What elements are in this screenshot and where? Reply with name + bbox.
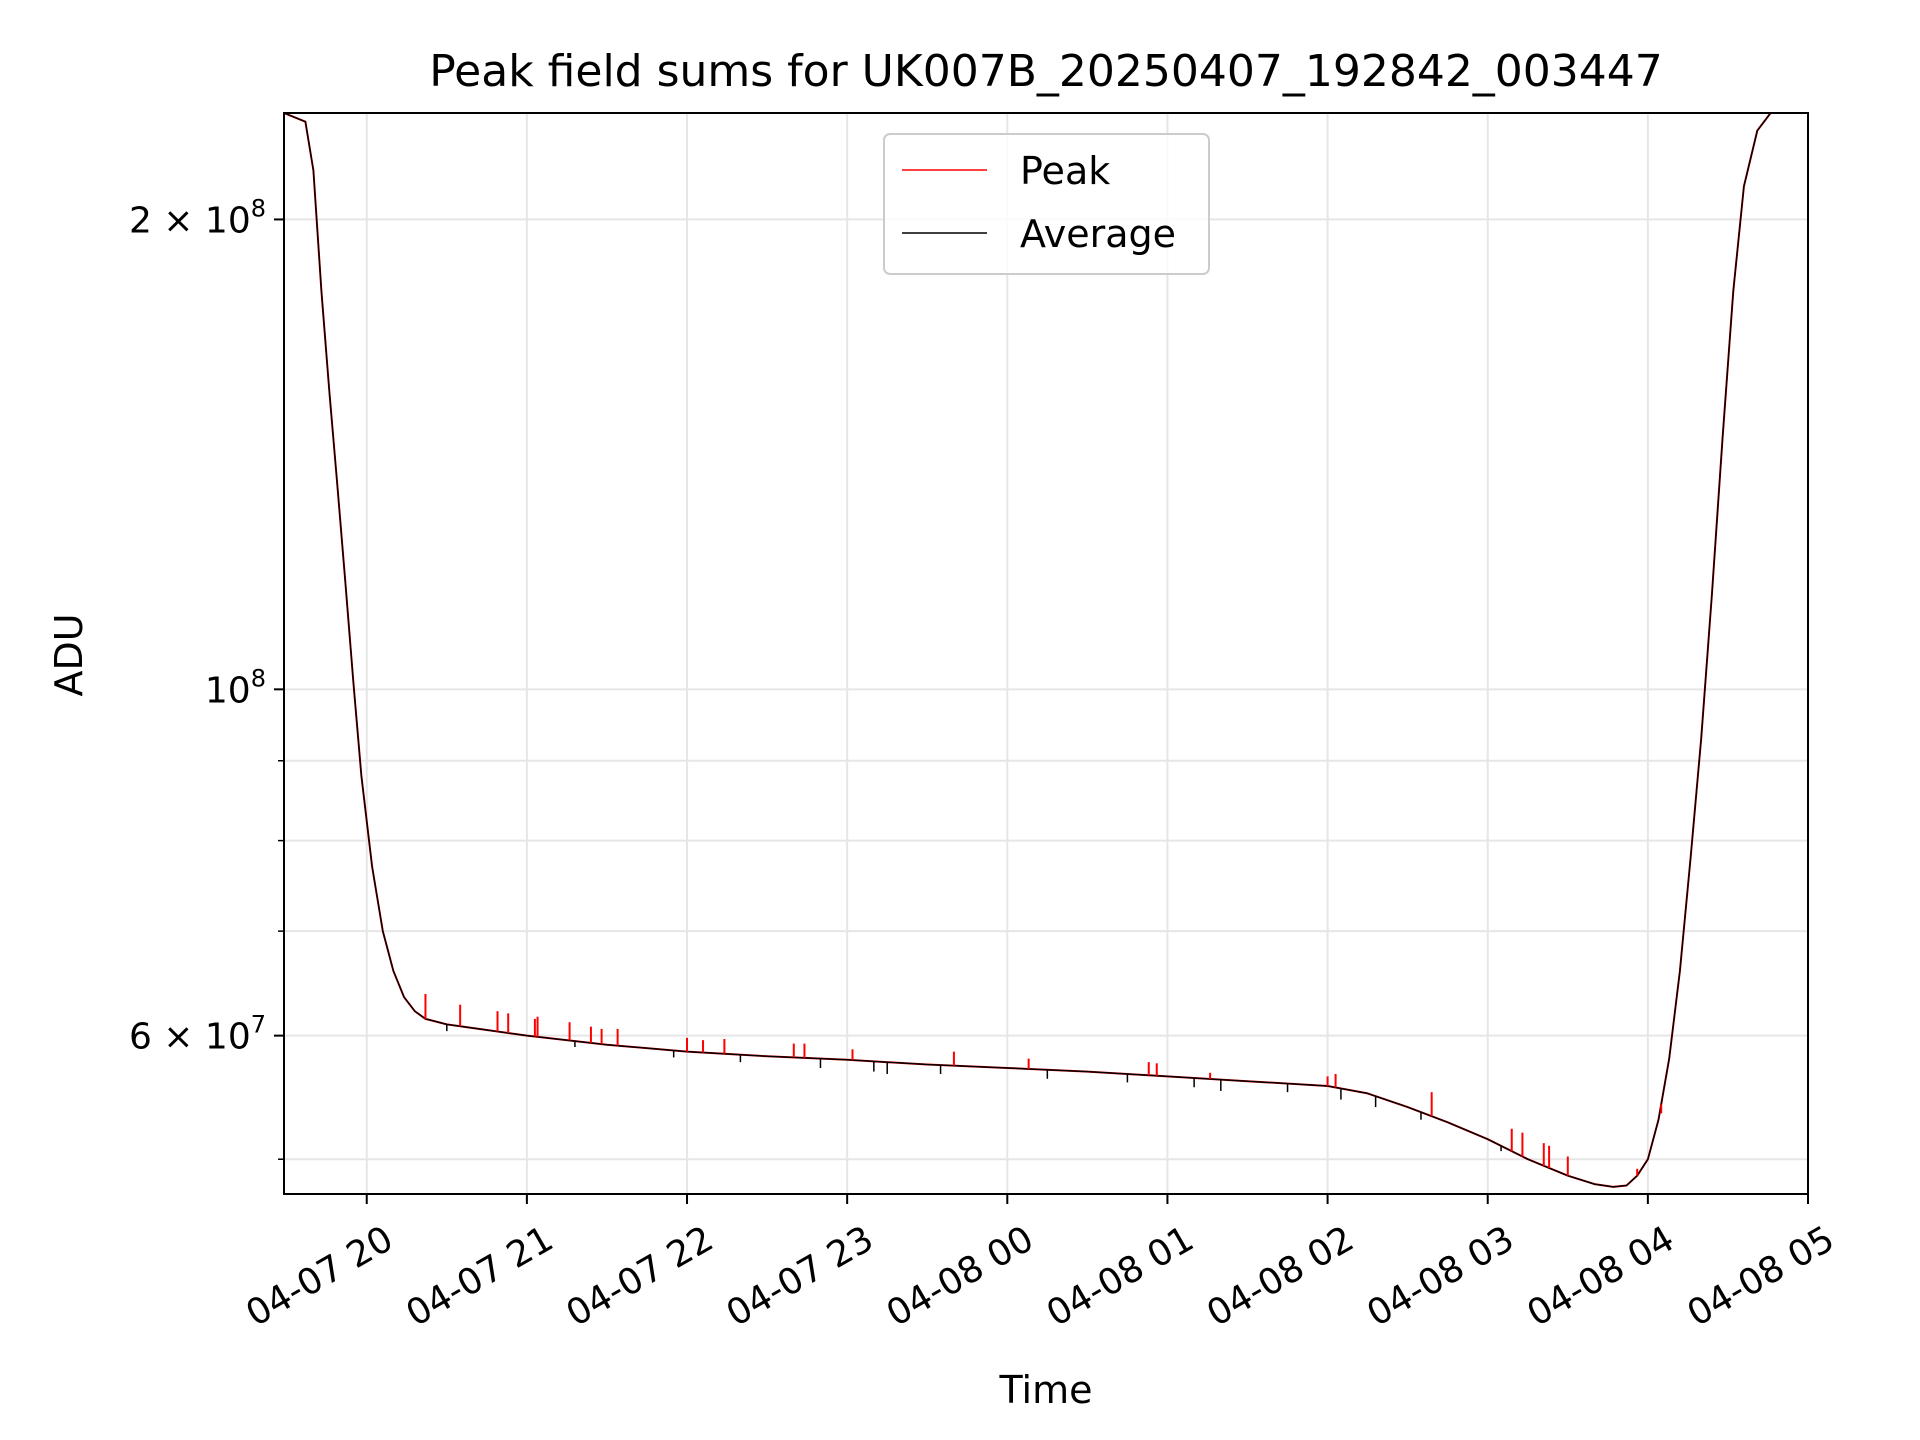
legend-label-average: Average bbox=[1020, 212, 1176, 256]
plot-data bbox=[284, 113, 1808, 1188]
x-axis-label: Time bbox=[999, 1368, 1093, 1412]
plot-frame bbox=[283, 112, 1809, 1195]
series-line-average bbox=[284, 113, 1808, 1188]
y-tick-label: 108 bbox=[205, 664, 266, 711]
y-tick-label: 2 × 108 bbox=[129, 194, 266, 241]
y-tick-label: 6 × 107 bbox=[129, 1011, 266, 1058]
legend: Peak Average bbox=[883, 133, 1210, 275]
y-axis-label: ADU bbox=[47, 613, 91, 696]
legend-label-peak: Peak bbox=[1020, 149, 1110, 193]
chart-title: Peak field sums for UK007B_20250407_1928… bbox=[429, 46, 1663, 97]
legend-box bbox=[883, 133, 1210, 275]
y-axis-ticks: 2 × 108 108 6 × 107 bbox=[129, 194, 284, 1160]
